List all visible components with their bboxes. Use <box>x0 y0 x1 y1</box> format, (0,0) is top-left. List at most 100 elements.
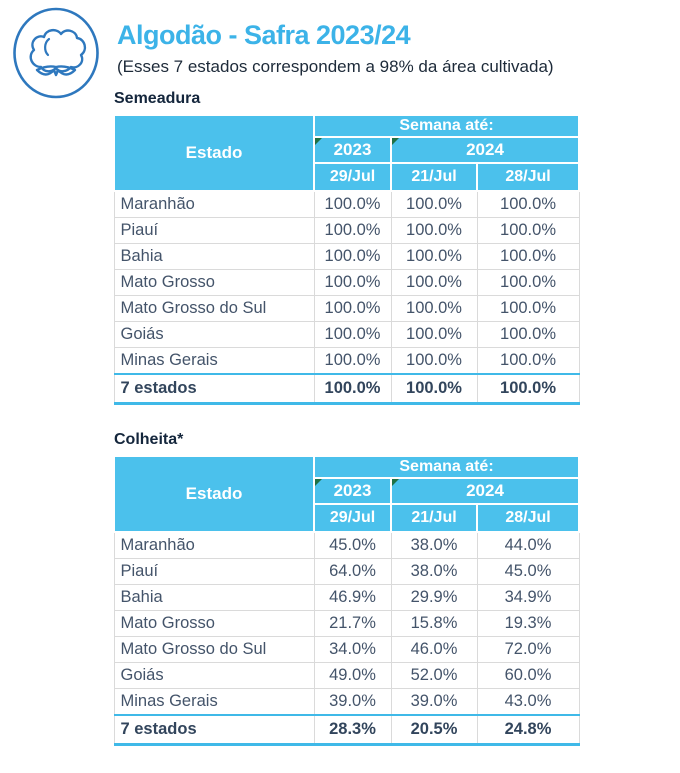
value-cell: 100.0% <box>390 269 478 296</box>
year-2024-label: 2024 <box>466 481 504 500</box>
date-header-2024-21jul: 21/Jul <box>390 162 478 192</box>
table-row: Bahia 46.9% 29.9% 34.9% <box>113 584 580 611</box>
table-row: Maranhão 45.0% 38.0% 44.0% <box>113 531 580 559</box>
total-row: 7 estados 100.0% 100.0% 100.0% <box>113 373 580 405</box>
value-cell: 100.0% <box>476 347 580 375</box>
value-cell: 100.0% <box>313 243 392 270</box>
value-cell: 100.0% <box>313 295 392 322</box>
value-cell: 34.0% <box>313 636 392 663</box>
table-row: Piauí 64.0% 38.0% 45.0% <box>113 558 580 585</box>
table-row: Maranhão 100.0% 100.0% 100.0% <box>113 190 580 218</box>
value-cell: 49.0% <box>313 662 392 689</box>
value-cell: 19.3% <box>476 610 580 637</box>
value-cell: 43.0% <box>476 688 580 716</box>
state-name: Mato Grosso <box>113 610 315 637</box>
table-row: Mato Grosso do Sul 100.0% 100.0% 100.0% <box>113 295 580 322</box>
value-cell: 45.0% <box>313 531 392 559</box>
value-cell: 100.0% <box>313 347 392 375</box>
semeadura-table: Estado Semana até: 2023 2024 29/Jul 21/J… <box>113 114 581 405</box>
state-name: Maranhão <box>113 531 315 559</box>
section-label-colheita: Colheita* <box>114 431 184 448</box>
value-cell: 100.0% <box>313 321 392 348</box>
table-row: Mato Grosso 100.0% 100.0% 100.0% <box>113 269 580 296</box>
year-2023-label: 2023 <box>333 481 372 500</box>
state-name: Piauí <box>113 217 315 244</box>
value-cell: 52.0% <box>390 662 478 689</box>
state-name: Mato Grosso do Sul <box>113 636 315 663</box>
value-cell: 100.0% <box>476 269 580 296</box>
value-cell: 21.7% <box>313 610 392 637</box>
table-row: Minas Gerais 100.0% 100.0% 100.0% <box>113 347 580 375</box>
state-name: Mato Grosso <box>113 269 315 296</box>
value-cell: 100.0% <box>476 190 580 218</box>
value-cell: 72.0% <box>476 636 580 663</box>
state-name: Bahia <box>113 243 315 270</box>
value-cell: 64.0% <box>313 558 392 585</box>
value-cell: 38.0% <box>390 558 478 585</box>
total-value-cell: 100.0% <box>313 373 392 405</box>
state-name: Minas Gerais <box>113 688 315 716</box>
value-cell: 100.0% <box>313 190 392 218</box>
value-cell: 34.9% <box>476 584 580 611</box>
date-header-2024-21jul: 21/Jul <box>390 503 478 533</box>
estado-column-header: Estado <box>113 114 315 192</box>
total-value-cell: 20.5% <box>390 714 478 746</box>
total-label: 7 estados <box>113 714 315 746</box>
semana-ate-header: Semana até: <box>312 114 581 138</box>
date-header-2023-29jul: 29/Jul <box>313 162 392 192</box>
value-cell: 44.0% <box>476 531 580 559</box>
value-cell: 100.0% <box>390 347 478 375</box>
total-label: 7 estados <box>113 373 315 405</box>
date-header-2023-29jul: 29/Jul <box>313 503 392 533</box>
value-cell: 100.0% <box>390 321 478 348</box>
date-header-2024-28jul: 28/Jul <box>475 162 581 192</box>
value-cell: 39.0% <box>390 688 478 716</box>
date-header-2024-28jul: 28/Jul <box>475 503 581 533</box>
colheita-table-header: Estado Semana até: 2023 2024 29/Jul 21/J… <box>113 455 581 533</box>
value-cell: 100.0% <box>476 243 580 270</box>
year-2023-label: 2023 <box>333 140 372 159</box>
value-cell: 100.0% <box>313 269 392 296</box>
value-cell: 39.0% <box>313 688 392 716</box>
value-cell: 29.9% <box>390 584 478 611</box>
excel-corner-marker-icon <box>392 479 399 486</box>
table-row: Goiás 100.0% 100.0% 100.0% <box>113 321 580 348</box>
value-cell: 100.0% <box>476 295 580 322</box>
table-row: Mato Grosso 21.7% 15.8% 19.3% <box>113 610 580 637</box>
excel-corner-marker-icon <box>392 138 399 145</box>
semana-ate-header: Semana até: <box>312 455 581 479</box>
value-cell: 100.0% <box>390 217 478 244</box>
table-row: Bahia 100.0% 100.0% 100.0% <box>113 243 580 270</box>
state-name: Goiás <box>113 662 315 689</box>
page-title: Algodão - Safra 2023/24 <box>117 20 411 50</box>
year-2024-header: 2024 <box>389 477 581 505</box>
total-value-cell: 100.0% <box>476 373 580 405</box>
value-cell: 45.0% <box>476 558 580 585</box>
total-value-cell: 100.0% <box>390 373 478 405</box>
total-row: 7 estados 28.3% 20.5% 24.8% <box>113 714 580 746</box>
total-value-cell: 28.3% <box>313 714 392 746</box>
state-name: Mato Grosso do Sul <box>113 295 315 322</box>
value-cell: 46.0% <box>390 636 478 663</box>
table-row: Piauí 100.0% 100.0% 100.0% <box>113 217 580 244</box>
value-cell: 100.0% <box>313 217 392 244</box>
semeadura-section: Semeadura Estado Semana até: 2023 2024 2… <box>113 90 581 405</box>
semeadura-table-header: Estado Semana até: 2023 2024 29/Jul 21/J… <box>113 114 581 192</box>
year-2024-label: 2024 <box>466 140 504 159</box>
value-cell: 60.0% <box>476 662 580 689</box>
state-name: Maranhão <box>113 190 315 218</box>
cotton-boll-icon <box>11 6 101 100</box>
value-cell: 100.0% <box>476 217 580 244</box>
value-cell: 38.0% <box>390 531 478 559</box>
table-row: Goiás 49.0% 52.0% 60.0% <box>113 662 580 689</box>
table-row: Minas Gerais 39.0% 39.0% 43.0% <box>113 688 580 716</box>
estado-column-header: Estado <box>113 455 315 533</box>
value-cell: 100.0% <box>390 243 478 270</box>
year-2023-header: 2023 <box>313 136 392 164</box>
total-value-cell: 24.8% <box>476 714 580 746</box>
excel-corner-marker-icon <box>315 138 322 145</box>
value-cell: 46.9% <box>313 584 392 611</box>
state-name: Goiás <box>113 321 315 348</box>
value-cell: 100.0% <box>390 295 478 322</box>
report-header: Algodão - Safra 2023/24 (Esses 7 estados… <box>117 20 657 77</box>
